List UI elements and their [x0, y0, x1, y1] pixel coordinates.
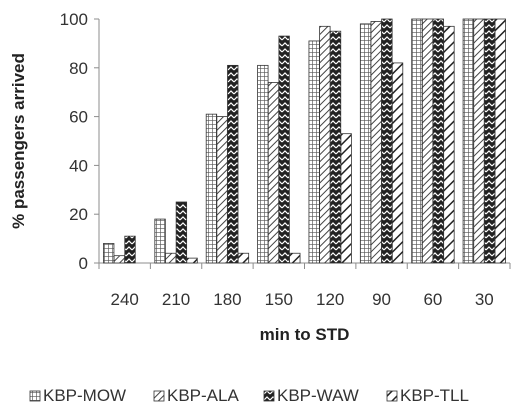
x-tick-label: 60 [423, 290, 442, 309]
bar [319, 25, 331, 264]
x-tick-label: 90 [372, 290, 391, 309]
bar [443, 25, 455, 264]
bar-series [103, 18, 506, 264]
y-tick-label: 80 [69, 59, 88, 78]
y-axis-ticks: 0 20 40 60 80 100 [60, 10, 99, 273]
bar [165, 252, 177, 264]
legend-swatch [263, 390, 275, 402]
bar [124, 235, 136, 264]
bar [359, 23, 372, 264]
bar [175, 201, 188, 264]
bar [421, 18, 434, 264]
bar [186, 257, 198, 264]
legend-label: KBP-MOW [43, 386, 126, 405]
legend-swatch [153, 390, 165, 402]
bar [237, 252, 250, 264]
y-tick-label: 100 [60, 10, 88, 29]
legend-swatch [386, 390, 398, 402]
bar [411, 18, 423, 264]
bar [340, 133, 352, 264]
y-tick-label: 20 [69, 205, 88, 224]
x-tick-label: 210 [162, 290, 190, 309]
legend-label: KBP-WAW [277, 386, 359, 405]
bar [103, 243, 115, 264]
y-axis-title: % passengers arrived [9, 53, 28, 229]
bar [216, 116, 228, 264]
bar [205, 113, 218, 264]
x-axis-title: min to STD [260, 325, 350, 344]
bar [308, 40, 320, 264]
bar [432, 18, 444, 264]
bar [154, 218, 166, 264]
y-tick-label: 0 [79, 254, 88, 273]
legend-label: KBP-TLL [400, 386, 469, 405]
plot-area: 0 20 40 60 80 100 240 210 180 150 120 90 60 30 [60, 10, 511, 309]
x-tick-label: 30 [475, 290, 494, 309]
bar [329, 30, 342, 264]
legend: KBP-MOW KBP-ALA KBP-WAW KBP-TLL [29, 386, 469, 405]
bar [381, 18, 393, 264]
bar [227, 64, 239, 264]
bar [483, 18, 496, 264]
bar [113, 255, 126, 264]
bar [391, 62, 404, 264]
bar [257, 64, 269, 264]
bar [267, 82, 280, 264]
x-tick-label: 150 [265, 290, 293, 309]
bar [370, 21, 382, 264]
y-tick-label: 40 [69, 156, 88, 175]
bar [289, 252, 301, 264]
bar [494, 18, 506, 264]
y-tick-label: 60 [69, 108, 88, 127]
x-tick-label: 240 [111, 290, 139, 309]
bar [473, 18, 485, 264]
bar [278, 35, 290, 264]
legend-swatch [29, 390, 41, 402]
legend-label: KBP-ALA [167, 386, 239, 405]
x-tick-label: 120 [316, 290, 344, 309]
bar [462, 18, 474, 264]
x-tick-label: 180 [213, 290, 241, 309]
x-axis-ticks: 240 210 180 150 120 90 60 30 [98, 263, 511, 309]
